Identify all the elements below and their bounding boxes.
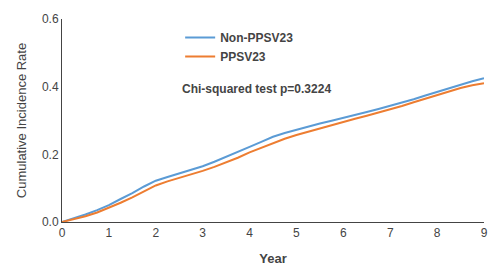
svg-text:Year: Year [259, 251, 286, 266]
svg-text:0.6: 0.6 [42, 12, 59, 26]
svg-text:7: 7 [387, 226, 394, 240]
svg-text:0.2: 0.2 [42, 148, 59, 162]
svg-text:0.4: 0.4 [42, 80, 59, 94]
svg-text:4: 4 [246, 226, 253, 240]
svg-text:6: 6 [340, 226, 347, 240]
svg-text:9: 9 [481, 226, 488, 240]
svg-text:1: 1 [106, 226, 113, 240]
svg-text:Cumulative Incidence Rate: Cumulative Incidence Rate [14, 43, 29, 198]
svg-text:PPSV23: PPSV23 [220, 50, 266, 64]
svg-text:3: 3 [199, 226, 206, 240]
svg-text:8: 8 [434, 226, 441, 240]
svg-text:5: 5 [293, 226, 300, 240]
svg-text:2: 2 [152, 226, 159, 240]
svg-text:0.0: 0.0 [42, 215, 59, 229]
svg-text:0: 0 [59, 226, 66, 240]
svg-text:Non-PPSV23: Non-PPSV23 [220, 31, 293, 45]
svg-text:Chi-squared test p=0.3224: Chi-squared test p=0.3224 [182, 82, 331, 96]
